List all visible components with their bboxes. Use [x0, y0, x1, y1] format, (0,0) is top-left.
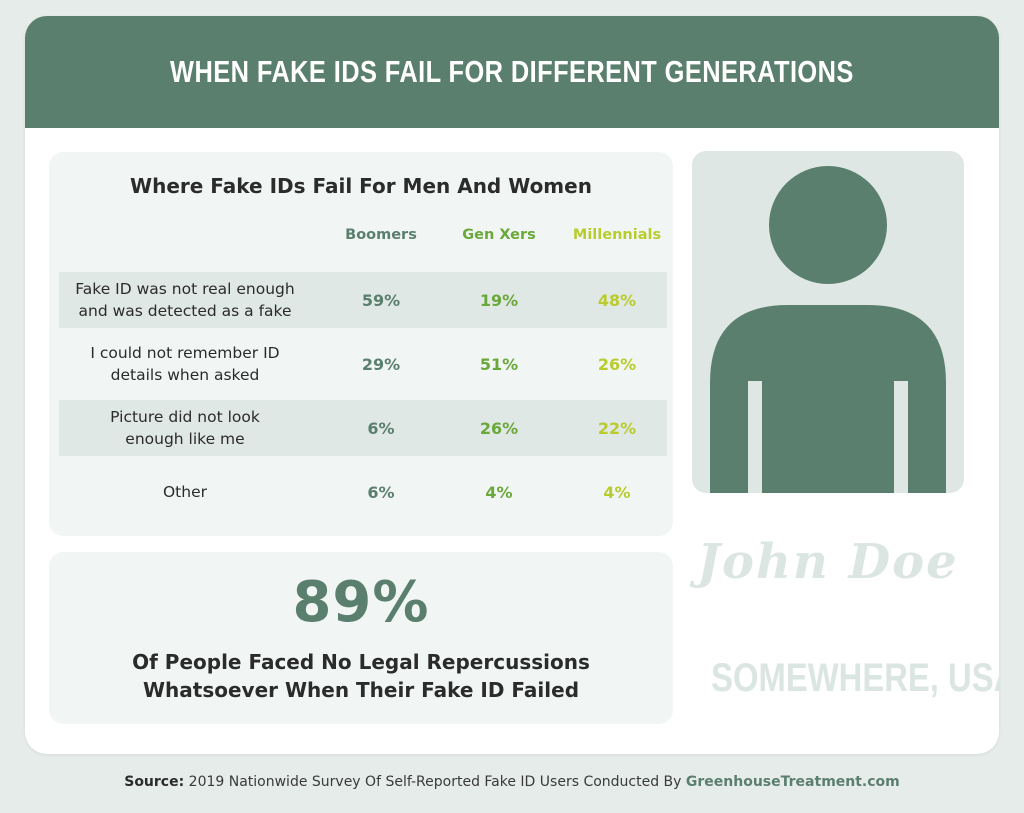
- row-label-line: enough like me: [125, 430, 245, 448]
- stat-value: 89%: [292, 570, 430, 635]
- row-label-line: details when asked: [110, 366, 260, 384]
- row-label-line: and was detected as a fake: [78, 302, 292, 320]
- cell-millennials: 22%: [597, 418, 637, 438]
- row-label-line: Other: [162, 483, 207, 501]
- source-label: Source:: [124, 774, 185, 790]
- cell-boomers: 6%: [367, 482, 395, 502]
- silhouette-arm-gap-left: [748, 381, 762, 493]
- id-name: John Doe: [697, 534, 959, 590]
- cell-gen-xers: 26%: [479, 418, 519, 438]
- row-label: I could not remember ID details when aske…: [59, 336, 311, 392]
- stat-panel: 89% Of People Faced No Legal Repercussio…: [49, 552, 673, 724]
- table-row: Other 6% 4% 4%: [59, 464, 667, 520]
- column-header-millennials: Millennials: [572, 227, 662, 243]
- cell-boomers: 6%: [367, 418, 395, 438]
- table-row: I could not remember ID details when aske…: [59, 336, 667, 392]
- cell-gen-xers: 19%: [479, 290, 519, 310]
- table-row: Picture did not look enough like me 6% 26% 2…: [59, 400, 667, 456]
- person-silhouette-icon: [710, 166, 946, 493]
- table-title: Where Fake IDs Fail For Men And Women: [130, 174, 592, 198]
- stat-caption-line-1: Of People Faced No Legal Repercussions: [132, 650, 590, 674]
- row-label-line: Picture did not look: [110, 408, 260, 426]
- silhouette-arm-gap-right: [894, 381, 908, 493]
- stat-caption: Of People Faced No Legal Repercussions W…: [89, 648, 633, 704]
- cell-millennials: 26%: [597, 354, 637, 374]
- page-title: WHEN FAKE IDS FAIL FOR DIFFERENT GENERAT…: [170, 54, 854, 89]
- id-location: SOMEWHERE, USA: [711, 656, 999, 700]
- source-text: 2019 Nationwide Survey Of Self-Reported …: [188, 774, 682, 790]
- cell-boomers: 29%: [361, 354, 401, 374]
- stat-caption-line-2: Whatsoever When Their Fake ID Failed: [142, 678, 580, 702]
- source-link: GreenhouseTreatment.com: [685, 774, 900, 790]
- row-label: Other: [59, 464, 311, 520]
- table-panel: Where Fake IDs Fail For Men And Women Bo…: [49, 152, 673, 536]
- id-photo: [692, 151, 964, 493]
- row-label: Fake ID was not real enough and was detec…: [59, 272, 311, 328]
- row-label: Picture did not look enough like me: [59, 400, 311, 456]
- column-header-boomers: Boomers: [345, 227, 417, 243]
- silhouette-head: [769, 166, 887, 284]
- cell-boomers: 59%: [361, 290, 401, 310]
- row-label-line: I could not remember ID: [90, 344, 280, 362]
- cell-gen-xers: 4%: [485, 482, 513, 502]
- column-header-gen-xers: Gen Xers: [462, 227, 536, 243]
- infographic-card: WHEN FAKE IDS FAIL FOR DIFFERENT GENERAT…: [25, 16, 999, 754]
- silhouette-body: [710, 305, 946, 493]
- cell-millennials: 4%: [603, 482, 631, 502]
- cell-gen-xers: 51%: [479, 354, 519, 374]
- table-row: Fake ID was not real enough and was detec…: [59, 272, 667, 328]
- row-label-line: Fake ID was not real enough: [75, 280, 295, 298]
- header-banner: WHEN FAKE IDS FAIL FOR DIFFERENT GENERAT…: [25, 16, 999, 128]
- source-footer: Source: 2019 Nationwide Survey Of Self-R…: [0, 774, 1024, 790]
- cell-millennials: 48%: [597, 290, 637, 310]
